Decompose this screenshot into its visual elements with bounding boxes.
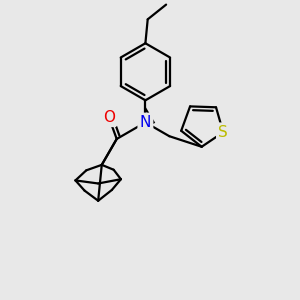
Text: S: S: [218, 125, 228, 140]
Text: N: N: [140, 115, 151, 130]
Text: O: O: [103, 110, 115, 125]
